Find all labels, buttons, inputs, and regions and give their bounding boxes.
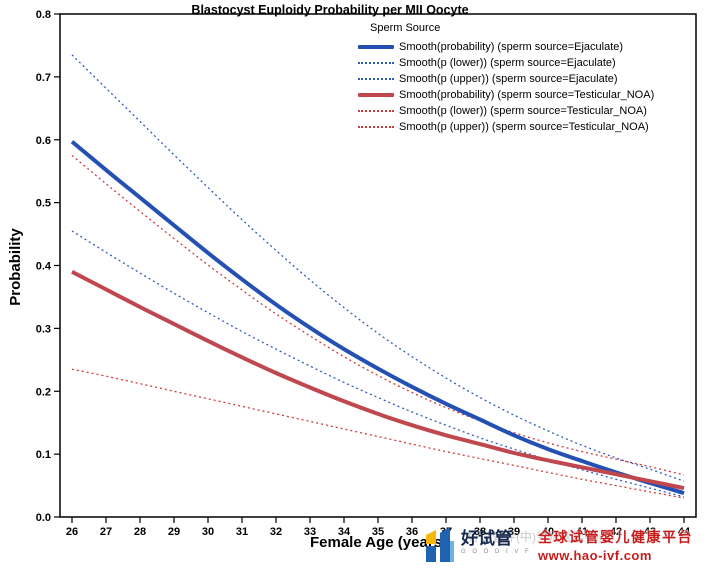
legend: Sperm Source Smooth(probability) (sperm …	[358, 22, 654, 135]
legend-line-sample	[358, 62, 394, 64]
x-tick-label: 39	[508, 526, 520, 538]
x-tick-label: 28	[134, 526, 146, 538]
legend-line-sample	[358, 93, 394, 97]
x-tick-label: 36	[406, 526, 418, 538]
series-line-1	[71, 230, 685, 498]
legend-item: Smooth(p (upper)) (sperm source=Ejaculat…	[358, 71, 654, 87]
legend-line-sample	[358, 110, 394, 112]
brand-block: 好试管 G O O D I V F	[461, 529, 532, 556]
hao-ivf-logo-icon	[426, 527, 454, 562]
legend-item-label: Smooth(p (upper)) (sperm source=Testicul…	[399, 121, 649, 133]
legend-item: Smooth(probability) (sperm source=Testic…	[358, 87, 654, 103]
x-tick-label: 43	[644, 526, 656, 538]
y-tick-label: 0.2	[36, 386, 51, 398]
x-tick-label: 42	[610, 526, 622, 538]
y-tick-label: 0.6	[36, 135, 51, 147]
legend-item: Smooth(p (lower)) (sperm source=Testicul…	[358, 103, 654, 119]
legend-item: Smooth(p (lower)) (sperm source=Ejaculat…	[358, 55, 654, 71]
y-tick-label: 0.0	[36, 512, 51, 524]
legend-line-sample	[358, 126, 394, 128]
y-tick-label: 0.5	[36, 198, 51, 210]
tagline-block: 全球试管婴儿健康平台 www.hao-ivf.com	[538, 529, 693, 563]
y-tick-label: 0.8	[36, 9, 51, 21]
legend-rows: Smooth(probability) (sperm source=Ejacul…	[358, 39, 654, 135]
y-tick-label: 0.3	[36, 323, 51, 335]
legend-item-label: Smooth(p (lower)) (sperm source=Testicul…	[399, 105, 647, 117]
y-tick-label: 0.4	[36, 261, 52, 273]
series-line-4	[71, 368, 685, 499]
x-tick-label: 38	[474, 526, 486, 538]
legend-item: Smooth(p (upper)) (sperm source=Testicul…	[358, 119, 654, 135]
x-tick-label: 32	[270, 526, 282, 538]
x-tick-label: 40	[542, 526, 554, 538]
x-tick-label: 27	[100, 526, 112, 538]
watermark-tagline: 全球试管婴儿健康平台	[538, 529, 693, 545]
brand-subtitle: G O O D I V F	[461, 549, 532, 555]
watermark-url: www.hao-ivf.com	[538, 548, 652, 563]
legend-line-sample	[358, 78, 394, 80]
y-tick-label: 0.1	[36, 449, 51, 461]
x-tick-label: 41	[576, 526, 588, 538]
y-axis-title: Probability	[7, 228, 24, 306]
x-tick-label: 31	[236, 526, 248, 538]
series-line-0	[70, 140, 685, 496]
legend-title: Sperm Source	[370, 22, 441, 34]
x-tick-label: 34	[338, 526, 351, 538]
series-line-3	[71, 270, 685, 491]
x-tick-label: 30	[202, 526, 214, 538]
legend-item: Smooth(probability) (sperm source=Ejacul…	[358, 39, 654, 55]
series-line-5	[71, 154, 685, 476]
watermark: 好试管评(中)生殖医学中心 好试管 G O O D I V F 全球试管婴儿健康…	[0, 522, 708, 569]
y-tick-label: 0.7	[36, 72, 51, 84]
x-tick-label: 29	[168, 526, 180, 538]
legend-item-label: Smooth(p (lower)) (sperm source=Ejaculat…	[399, 57, 616, 69]
x-tick-label: 44	[678, 526, 691, 538]
legend-item-label: Smooth(probability) (sperm source=Ejacul…	[399, 41, 624, 53]
legend-line-sample	[358, 45, 394, 49]
x-axis-title: Female Age (years)	[309, 534, 447, 551]
x-tick-label: 33	[304, 526, 316, 538]
x-tick-label: 35	[372, 526, 384, 538]
watermark-faint-text: 好试管评(中)生殖医学中心	[468, 530, 608, 544]
legend-item-label: Smooth(probability) (sperm source=Testic…	[399, 89, 655, 101]
brand-name: 好试管	[461, 529, 512, 548]
x-tick-label: 26	[66, 526, 78, 538]
legend-item-label: Smooth(p (upper)) (sperm source=Ejaculat…	[399, 73, 618, 85]
